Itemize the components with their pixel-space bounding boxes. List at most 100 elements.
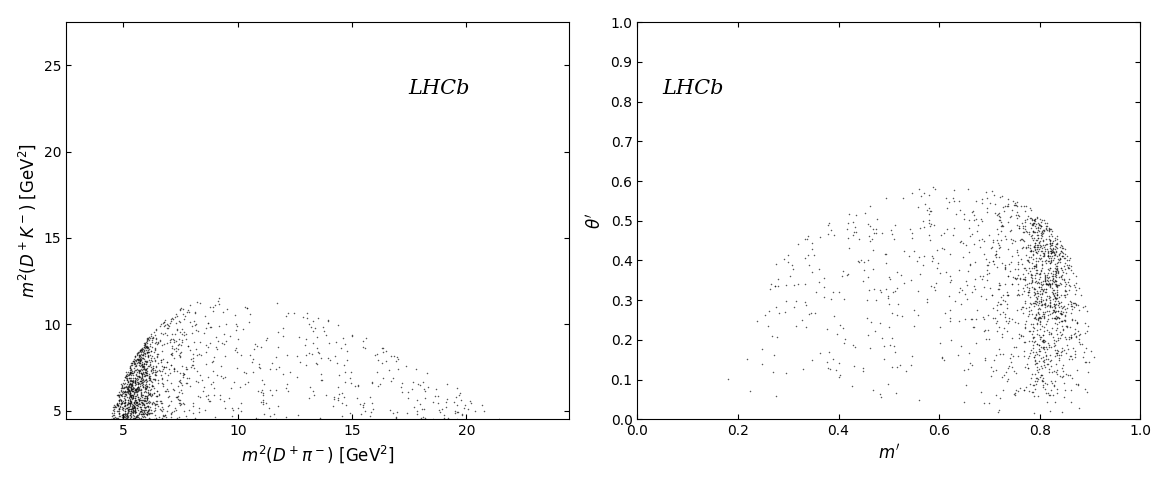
Point (1006, 199, 1024, 207)
Point (938, 226, 957, 233)
Point (1076, 330, 1094, 337)
Point (1030, 341, 1049, 348)
Point (1051, 351, 1070, 359)
Point (269, 343, 287, 350)
Point (209, 322, 228, 330)
Point (158, 331, 176, 339)
Point (133, 393, 152, 401)
Point (127, 378, 146, 386)
Point (124, 406, 142, 414)
Point (178, 365, 196, 373)
Point (125, 403, 144, 411)
Point (121, 407, 140, 415)
Point (1007, 202, 1026, 210)
Point (976, 354, 995, 362)
Point (251, 364, 270, 372)
Point (123, 370, 141, 377)
Point (450, 391, 468, 399)
Point (124, 395, 142, 402)
Point (201, 380, 220, 388)
Y-axis label: $\theta'$: $\theta'$ (586, 213, 605, 229)
Point (120, 414, 139, 422)
Point (147, 326, 166, 334)
Point (1063, 316, 1082, 324)
Point (138, 364, 157, 372)
Point (120, 400, 139, 407)
Point (153, 367, 172, 375)
Point (847, 228, 865, 236)
Point (940, 250, 959, 258)
Point (454, 404, 473, 412)
Point (214, 308, 232, 316)
Point (858, 221, 877, 228)
Point (1051, 247, 1070, 255)
Point (814, 293, 833, 301)
Point (815, 283, 834, 291)
Point (162, 349, 181, 357)
Point (291, 358, 310, 365)
Point (137, 407, 155, 415)
Point (1003, 197, 1022, 205)
Point (1062, 309, 1080, 317)
Point (1052, 244, 1071, 252)
Point (125, 401, 144, 408)
Point (109, 415, 127, 422)
Point (125, 364, 144, 372)
Point (135, 341, 154, 348)
Point (1028, 374, 1047, 381)
Point (125, 403, 144, 411)
Point (133, 408, 152, 416)
Point (341, 379, 360, 387)
Point (125, 361, 144, 368)
Point (152, 406, 171, 414)
Point (996, 263, 1015, 271)
Point (1062, 298, 1080, 306)
Point (138, 383, 157, 390)
Point (1036, 300, 1055, 308)
Point (1051, 273, 1070, 281)
Point (1063, 375, 1082, 382)
Point (1035, 269, 1054, 277)
Point (277, 413, 296, 421)
Point (185, 338, 203, 346)
Point (168, 392, 187, 400)
Point (1028, 243, 1047, 251)
Point (408, 396, 426, 404)
Point (111, 401, 130, 408)
Point (123, 361, 141, 369)
Point (127, 357, 146, 365)
Point (1041, 244, 1059, 252)
Point (1008, 221, 1027, 229)
Point (1003, 315, 1022, 323)
Point (1062, 334, 1080, 341)
Point (976, 255, 995, 263)
Point (133, 396, 152, 403)
Point (133, 375, 152, 382)
Point (123, 401, 141, 408)
Point (131, 377, 150, 385)
Point (1038, 250, 1057, 257)
Point (139, 353, 158, 361)
Point (1026, 381, 1044, 389)
Point (1042, 377, 1061, 385)
Point (126, 360, 145, 368)
Point (207, 346, 225, 353)
Point (126, 396, 145, 404)
Point (126, 386, 145, 393)
Point (1062, 266, 1080, 274)
Point (459, 405, 478, 413)
Point (960, 359, 979, 366)
Point (987, 351, 1006, 359)
Point (325, 393, 343, 401)
Point (165, 366, 183, 374)
Point (133, 374, 152, 381)
Point (128, 415, 147, 423)
Point (253, 391, 272, 399)
Point (1037, 380, 1056, 388)
Point (164, 330, 182, 338)
Point (1051, 241, 1070, 249)
Point (979, 269, 997, 277)
Point (940, 314, 959, 322)
Point (125, 359, 144, 367)
Point (1023, 272, 1042, 280)
